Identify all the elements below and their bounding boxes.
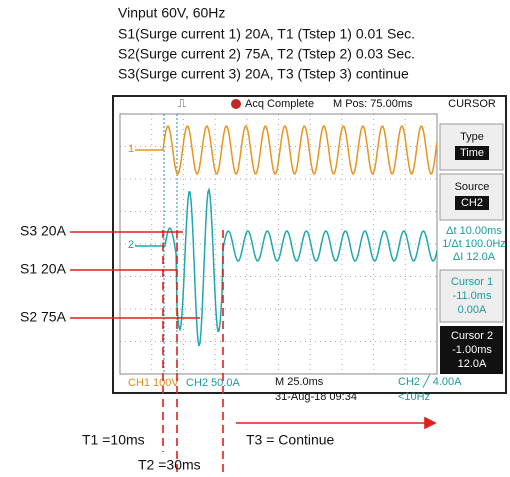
menu-label: Type (460, 131, 484, 143)
cursor1-box (439, 269, 504, 323)
menu-value: Time (460, 147, 484, 159)
ch2-wave (135, 187, 438, 347)
s2-label: S2 75A (20, 309, 67, 325)
menu-title: CURSOR (448, 98, 496, 110)
cursor1: 0.00A (458, 304, 487, 316)
header: Vinput 60V, 60Hz S1(Surge current 1) 20A… (118, 5, 415, 82)
datetime: 31-Aug-18 09:34 (275, 391, 357, 403)
timebase: M 25.0ms (275, 376, 324, 388)
menu-value-box (455, 196, 489, 210)
ch1-marker: 1 (128, 143, 134, 155)
mpos: M Pos: 75.00ms (333, 98, 413, 110)
waveforms (135, 124, 438, 347)
cursor2: -1.00ms (452, 344, 492, 356)
readout: 1/Δt 100.0Hz (442, 238, 506, 250)
readout: Δt 10.00ms (446, 225, 502, 237)
readout: ΔI 12.0A (453, 251, 496, 263)
status: Acq Complete (245, 98, 314, 110)
graticule-border (119, 113, 438, 375)
side-menu: Type Time Source CH2 Δt 10.00ms 1/Δt 100… (439, 123, 506, 374)
cursor1: Cursor 1 (451, 276, 493, 288)
s3-label: S3 20A (20, 223, 67, 239)
ch2-scale: CH2 50.0A (186, 377, 240, 389)
annotation-lines (70, 230, 437, 477)
ch1-scale: CH1 100V (128, 377, 179, 389)
trigger: CH2 ╱ 4.00A (398, 374, 462, 388)
cursor1: -11.0ms (453, 290, 492, 302)
cursor2: 12.0A (458, 358, 487, 370)
header-line: S3(Surge current 3) 20A, T3 (Tstep 3) co… (118, 66, 409, 82)
cursor2: Cursor 2 (451, 330, 493, 342)
s1-label: S1 20A (20, 261, 67, 277)
t1-label: T1 =10ms (82, 432, 145, 448)
menu-label: Source (455, 181, 490, 193)
menu-value-box (455, 146, 489, 160)
header-line: S2(Surge current 2) 75A, T2 (Tstep 2) 0.… (118, 46, 415, 62)
t2-label: T2 =30ms (138, 457, 201, 473)
ch2-marker: 2 (128, 239, 134, 251)
t3-label: T3 = Continue (246, 432, 335, 448)
menu-value: CH2 (461, 197, 483, 209)
arrow-head (424, 416, 437, 430)
status-dot (231, 99, 241, 109)
trigger-icon: ⎍ (178, 98, 186, 110)
menu-box (439, 123, 504, 171)
header-line: S1(Surge current 1) 20A, T1 (Tstep 1) 0.… (118, 26, 415, 42)
cursor2-box (440, 326, 503, 374)
frequency: <10Hz (398, 391, 430, 403)
ch1-wave (135, 124, 438, 176)
header-line: Vinput 60V, 60Hz (118, 5, 225, 21)
